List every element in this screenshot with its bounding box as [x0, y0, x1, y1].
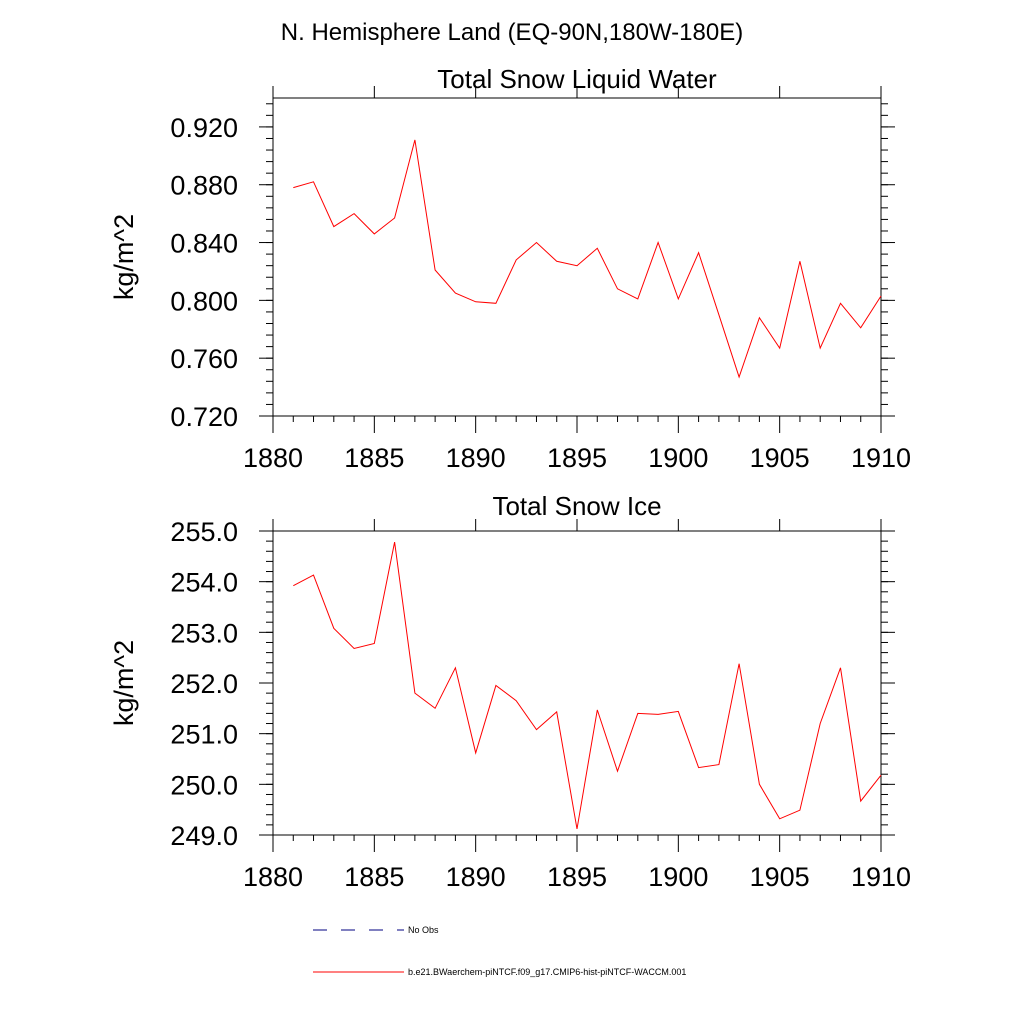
x-tick-label: 1905 — [750, 443, 810, 473]
y-tick-label: 0.720 — [170, 402, 238, 432]
y-tick-label: 0.880 — [170, 171, 238, 201]
y-tick-label: 250.0 — [170, 770, 238, 800]
y-tick-label: 0.760 — [170, 344, 238, 374]
x-tick-label: 1890 — [446, 862, 506, 892]
y-axis-label: kg/m^2 — [109, 214, 139, 300]
legend-label: b.e21.BWaerchem-piNTCF.f09_g17.CMIP6-his… — [408, 967, 686, 977]
x-tick-label: 1900 — [648, 862, 708, 892]
y-tick-label: 0.920 — [170, 113, 238, 143]
y-tick-label: 253.0 — [170, 618, 238, 648]
x-tick-label: 1905 — [750, 862, 810, 892]
legend-item: b.e21.BWaerchem-piNTCF.f09_g17.CMIP6-his… — [313, 967, 686, 977]
x-tick-label: 1885 — [344, 443, 404, 473]
y-tick-label: 249.0 — [170, 821, 238, 851]
y-tick-label: 0.800 — [170, 286, 238, 316]
y-tick-label: 0.840 — [170, 229, 238, 259]
chart-title: Total Snow Ice — [492, 491, 661, 521]
series-line — [293, 542, 882, 829]
y-tick-label: 251.0 — [170, 720, 238, 750]
plot-frame — [272, 530, 882, 836]
x-tick-label: 1895 — [547, 862, 607, 892]
y-tick-label: 254.0 — [170, 568, 238, 598]
legend: No Obs b.e21.BWaerchem-piNTCF.f09_g17.CMI… — [313, 925, 686, 977]
y-tick-label: 255.0 — [170, 517, 238, 547]
chart-panel-2: Total Snow Ice kg/m^2 1880 1885 1890 1895 1900… — [109, 491, 911, 892]
x-tick-label: 1880 — [243, 862, 303, 892]
x-tick-label: 1880 — [243, 443, 303, 473]
x-tick-label: 1885 — [344, 862, 404, 892]
y-axis-label: kg/m^2 — [109, 640, 139, 726]
x-tick-label: 1895 — [547, 443, 607, 473]
series-line — [293, 139, 882, 379]
page-title: N. Hemisphere Land (EQ-90N,180W-180E) — [281, 19, 743, 46]
x-tick-label: 1910 — [851, 443, 911, 473]
x-tick-label: 1910 — [851, 862, 911, 892]
x-tick-label: 1900 — [648, 443, 708, 473]
legend-label: No Obs — [408, 925, 439, 935]
plot-frame — [272, 97, 882, 417]
y-tick-label: 252.0 — [170, 669, 238, 699]
x-tick-label: 1890 — [446, 443, 506, 473]
legend-item: No Obs — [313, 925, 439, 935]
